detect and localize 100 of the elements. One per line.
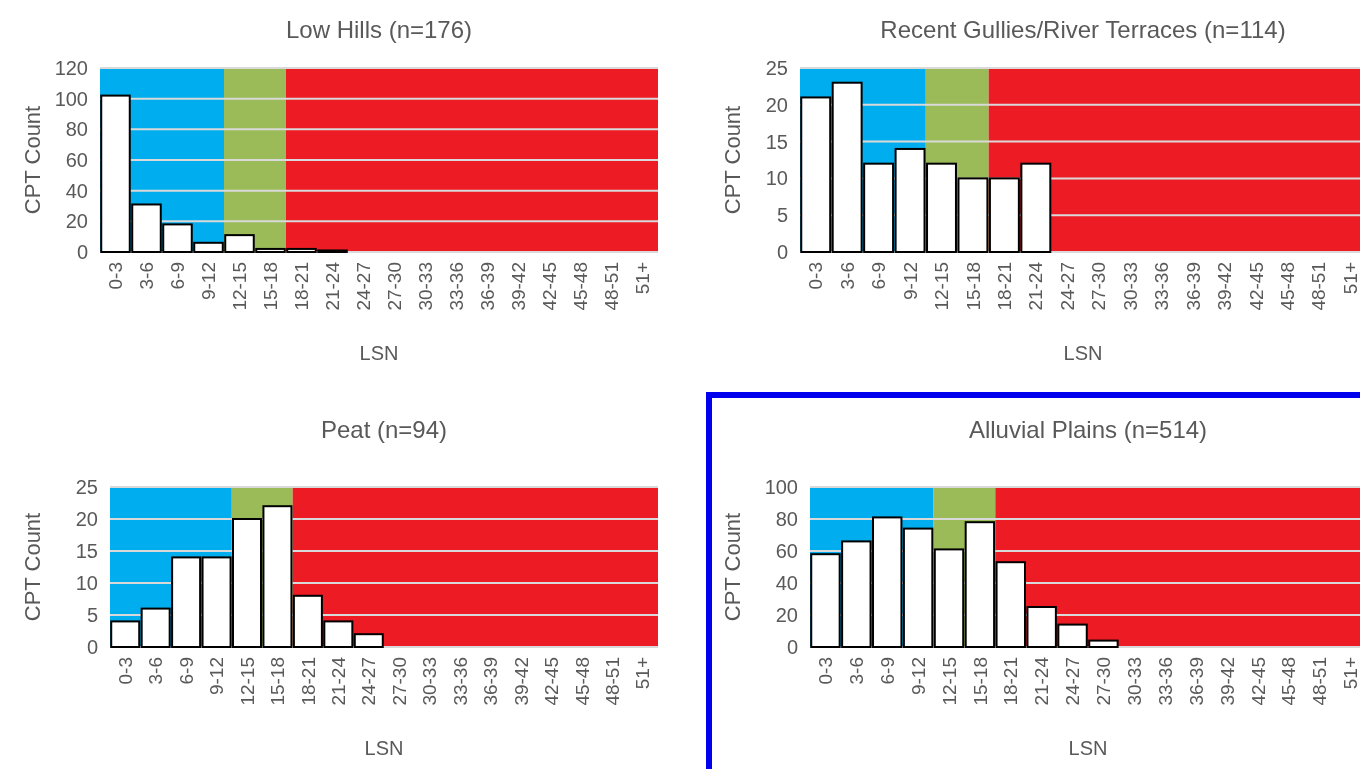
- y-tick-label: 5: [86, 604, 98, 626]
- x-tick-label: 33-36: [1151, 262, 1173, 311]
- x-tick-label: 0-3: [815, 657, 837, 685]
- y-tick-label: 25: [765, 57, 788, 79]
- x-tick-label: 21-24: [322, 261, 344, 311]
- y-tick-label: 80: [65, 118, 88, 141]
- x-tick-label: 36-39: [1182, 262, 1204, 311]
- y-tick-label: 20: [75, 508, 98, 530]
- x-tick-label: 36-39: [477, 262, 499, 311]
- x-tick-label: 24-27: [1056, 262, 1078, 311]
- x-axis-title: LSN: [1068, 737, 1108, 759]
- x-tick-label: 39-42: [1216, 657, 1238, 706]
- x-tick-label: 18-21: [297, 657, 319, 706]
- x-tick-label: 39-42: [508, 262, 530, 311]
- x-tick-label: 6-9: [175, 657, 197, 685]
- y-axis-title: CPT Count: [719, 105, 745, 215]
- y-tick-label: 120: [54, 57, 88, 79]
- y-tick-label: 40: [775, 572, 798, 594]
- x-tick-label: 3-6: [836, 262, 858, 290]
- x-tick-label: 21-24: [1025, 261, 1047, 311]
- x-tick-label: 24-27: [358, 657, 380, 706]
- x-axis-title: LSN: [359, 342, 399, 364]
- x-tick-label: 42-45: [541, 657, 563, 706]
- x-tick-label: 3-6: [845, 657, 867, 685]
- x-tick-label: 39-42: [1214, 262, 1236, 311]
- x-tick-label: 45-48: [1278, 657, 1300, 706]
- x-tick-label: 33-36: [449, 657, 471, 706]
- x-tick-label: 0-3: [114, 657, 136, 685]
- x-tick-label: 51+: [632, 262, 654, 295]
- x-tick-label: 45-48: [571, 657, 593, 706]
- x-tick-label: 21-24: [327, 656, 349, 706]
- y-tick-label: 80: [775, 508, 798, 530]
- x-tick-label: 15-18: [969, 657, 991, 706]
- x-tick-label: 18-21: [291, 262, 313, 311]
- x-tick-label: 51+: [1339, 262, 1360, 295]
- x-tick-label: 42-45: [1247, 657, 1269, 706]
- chart-title: Low Hills (n=176): [285, 16, 473, 43]
- x-tick-label: 39-42: [510, 657, 532, 706]
- x-tick-label: 24-27: [353, 262, 375, 311]
- x-tick-label: 3-6: [136, 262, 158, 290]
- chart-title: Peat (n=94): [320, 416, 448, 443]
- x-tick-label: 48-51: [601, 657, 623, 706]
- x-axis-title: LSN: [364, 737, 404, 759]
- x-tick-label: 45-48: [570, 262, 592, 311]
- x-tick-label: 9-12: [907, 657, 929, 696]
- x-tick-label: 15-18: [962, 262, 984, 311]
- y-tick-label: 20: [765, 93, 788, 116]
- x-tick-label: 51+: [1340, 657, 1360, 690]
- y-axis-title: CPT Count: [19, 512, 45, 622]
- x-tick-label: 27-30: [1093, 657, 1115, 706]
- x-tick-label: 0-3: [105, 262, 127, 290]
- x-tick-label: 12-15: [938, 657, 960, 706]
- x-tick-label: 0-3: [805, 262, 827, 290]
- y-tick-label: 100: [764, 476, 798, 498]
- x-tick-label: 6-9: [876, 657, 898, 685]
- x-axis-title: LSN: [1063, 342, 1103, 364]
- y-tick-label: 0: [786, 636, 798, 658]
- x-tick-label: 18-21: [1000, 657, 1022, 706]
- x-tick-label: 48-51: [601, 262, 623, 311]
- x-tick-label: 48-51: [1309, 657, 1331, 706]
- x-tick-label: 48-51: [1308, 262, 1330, 311]
- x-tick-label: 27-30: [1088, 262, 1110, 311]
- y-tick-label: 10: [75, 572, 98, 594]
- x-tick-label: 42-45: [1245, 262, 1267, 311]
- x-tick-label: 30-33: [415, 262, 437, 311]
- x-tick-label: 9-12: [899, 262, 921, 301]
- y-tick-label: 15: [75, 540, 98, 562]
- y-tick-label: 40: [65, 179, 88, 202]
- x-tick-label: 27-30: [388, 657, 410, 706]
- x-tick-label: 27-30: [384, 262, 406, 311]
- y-tick-label: 10: [765, 167, 788, 190]
- x-tick-label: 12-15: [229, 262, 251, 311]
- y-tick-label: 20: [775, 604, 798, 626]
- x-tick-label: 18-21: [994, 262, 1016, 311]
- x-tick-label: 12-15: [931, 262, 953, 311]
- x-tick-label: 24-27: [1062, 657, 1084, 706]
- x-tick-label: 15-18: [260, 262, 282, 311]
- x-tick-label: 9-12: [206, 657, 228, 696]
- chart-title: Recent Gullies/River Terraces (n=114): [880, 16, 1286, 43]
- y-tick-label: 100: [54, 87, 88, 110]
- x-tick-label: 3-6: [145, 657, 167, 685]
- x-tick-label: 45-48: [1277, 262, 1299, 311]
- y-tick-label: 25: [75, 476, 98, 498]
- x-tick-label: 15-18: [267, 657, 289, 706]
- x-tick-label: 33-36: [1154, 657, 1176, 706]
- y-tick-label: 0: [776, 241, 788, 263]
- x-tick-label: 12-15: [236, 657, 258, 706]
- y-tick-label: 20: [65, 210, 88, 233]
- y-tick-label: 5: [776, 204, 788, 227]
- y-tick-label: 60: [65, 149, 88, 171]
- x-tick-label: 6-9: [868, 262, 890, 290]
- y-axis-title: CPT Count: [19, 105, 45, 215]
- x-tick-label: 36-39: [480, 657, 502, 706]
- x-tick-label: 51+: [632, 657, 654, 690]
- y-tick-label: 0: [86, 636, 98, 658]
- y-tick-label: 60: [775, 540, 798, 562]
- y-axis-title: CPT Count: [719, 512, 745, 622]
- x-tick-label: 30-33: [419, 657, 441, 706]
- x-tick-label: 33-36: [446, 262, 468, 311]
- y-tick-label: 0: [76, 241, 88, 263]
